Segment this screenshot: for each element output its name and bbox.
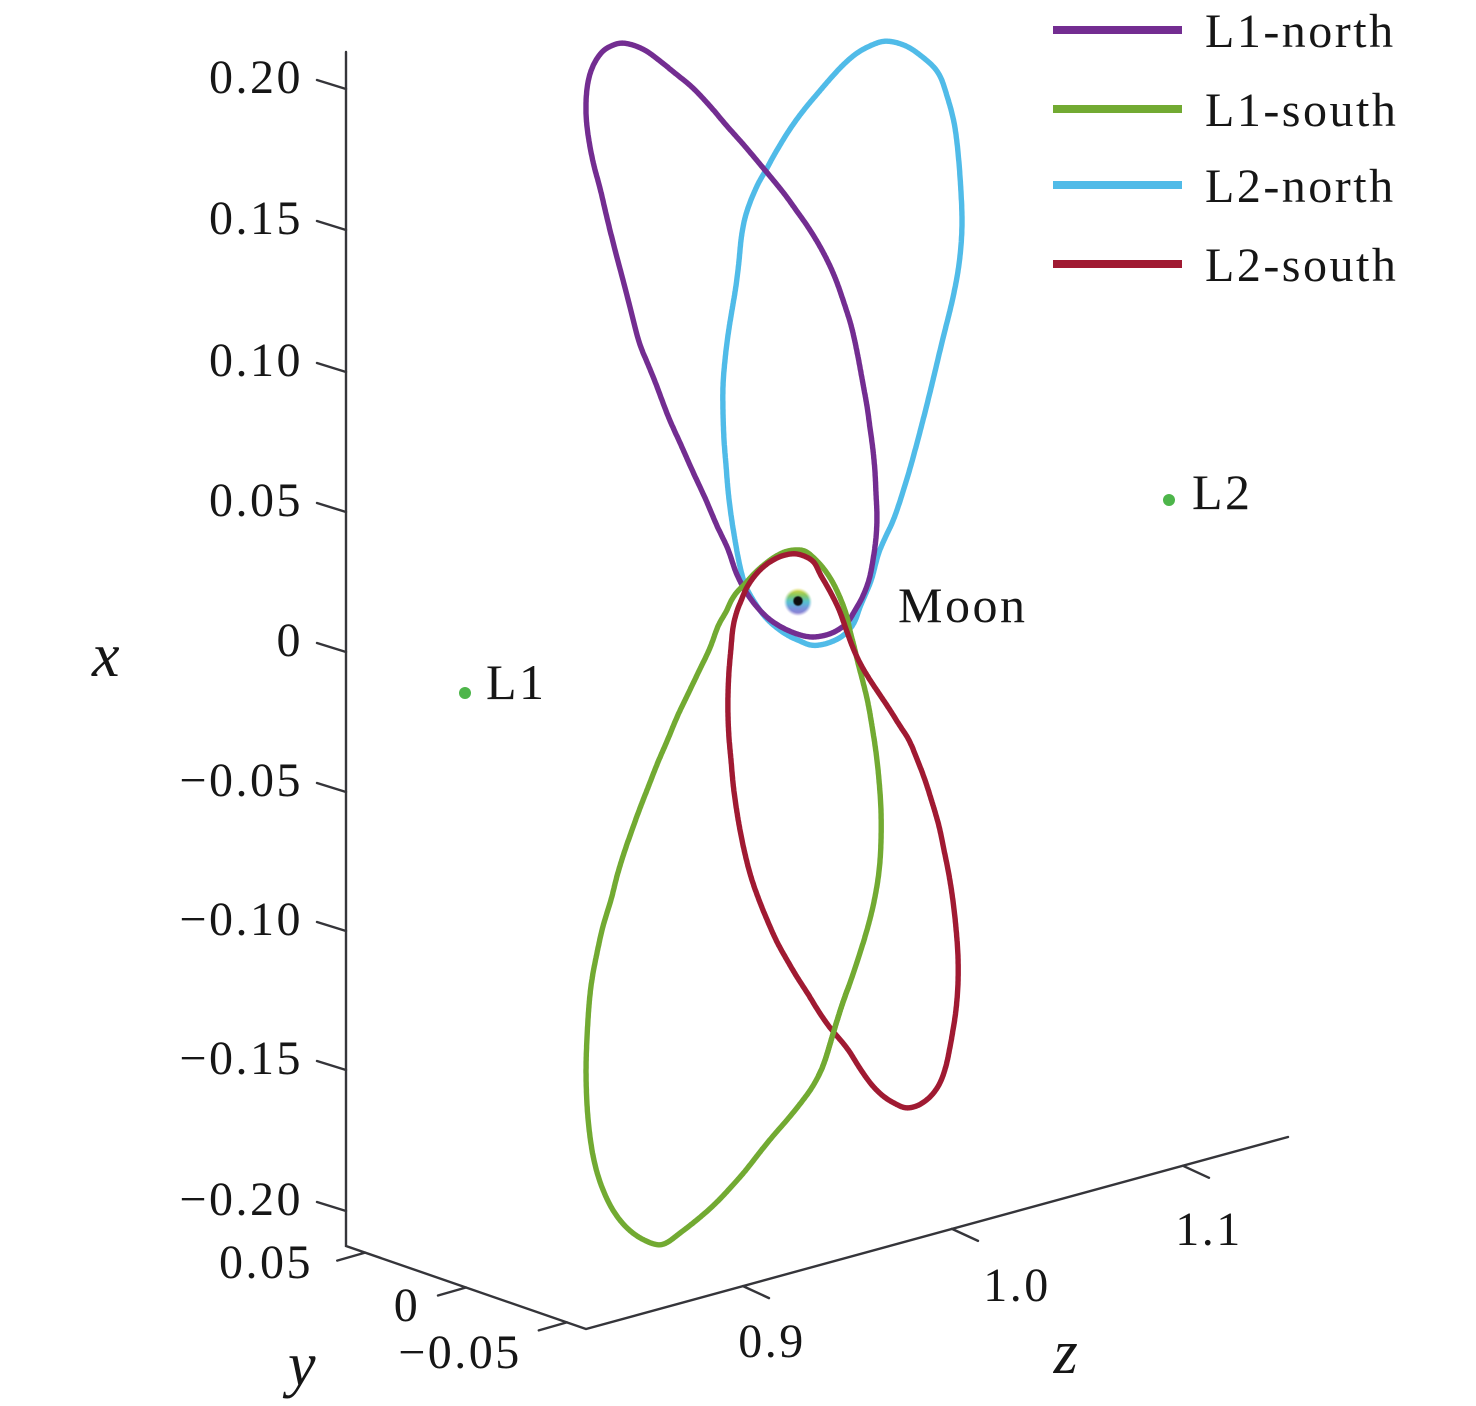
svg-text:y: y xyxy=(282,1331,318,1399)
svg-text:L1: L1 xyxy=(486,654,547,710)
svg-text:L2-south: L2-south xyxy=(1205,239,1398,292)
svg-text:0.05: 0.05 xyxy=(219,1236,313,1289)
svg-text:L2-north: L2-north xyxy=(1205,160,1396,213)
svg-text:0: 0 xyxy=(277,614,304,667)
svg-text:0.10: 0.10 xyxy=(209,334,303,387)
svg-text:1.0: 1.0 xyxy=(983,1259,1051,1312)
svg-text:L1-north: L1-north xyxy=(1205,5,1396,58)
svg-text:−0.05: −0.05 xyxy=(179,754,303,807)
svg-text:L1-south: L1-south xyxy=(1205,84,1398,137)
svg-text:−0.20: −0.20 xyxy=(179,1173,303,1226)
svg-text:0.05: 0.05 xyxy=(209,474,303,527)
svg-text:−0.10: −0.10 xyxy=(179,893,303,946)
svg-text:Moon: Moon xyxy=(898,577,1027,633)
svg-text:0.9: 0.9 xyxy=(738,1315,806,1368)
svg-text:z: z xyxy=(1053,1319,1081,1387)
svg-text:L2: L2 xyxy=(1192,464,1253,520)
svg-text:x: x xyxy=(91,622,122,690)
svg-text:−0.15: −0.15 xyxy=(179,1032,303,1085)
svg-text:0.20: 0.20 xyxy=(209,51,303,104)
svg-text:1.1: 1.1 xyxy=(1175,1203,1243,1256)
svg-text:−0.05: −0.05 xyxy=(398,1326,522,1379)
svg-text:0.15: 0.15 xyxy=(209,192,303,245)
svg-text:0: 0 xyxy=(394,1279,421,1332)
